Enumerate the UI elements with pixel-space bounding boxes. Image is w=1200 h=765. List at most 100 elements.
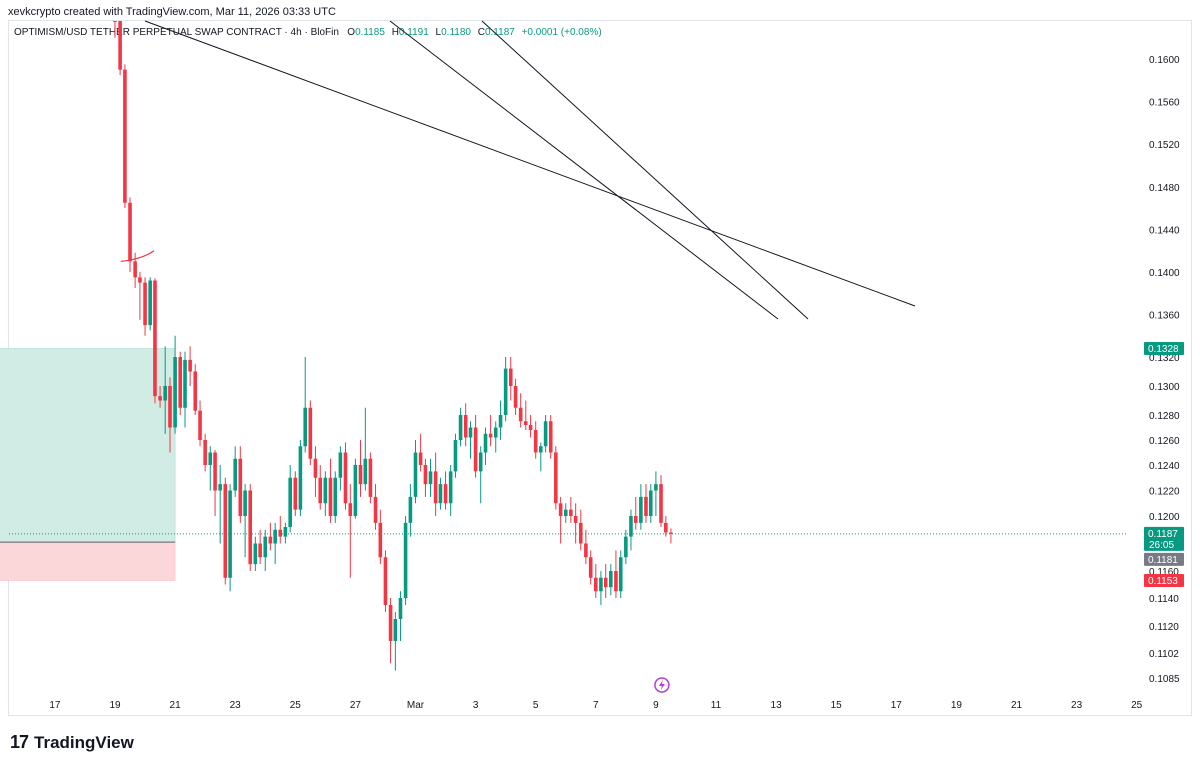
- candle-body-down: [318, 477, 323, 504]
- legend-exchange: BloFin: [310, 27, 339, 38]
- x-tick-label: 11: [711, 700, 722, 711]
- y-tick-label: 0.1600: [1149, 55, 1180, 66]
- candle-body-up: [639, 496, 643, 523]
- y-tick-label: 0.1102: [1149, 649, 1179, 660]
- candle-body-down: [248, 490, 253, 565]
- candle-body-down: [664, 522, 668, 533]
- stop-loss-zone: [0, 541, 176, 581]
- y-tick-label: 0.1560: [1149, 98, 1180, 109]
- candle-body-down: [659, 484, 663, 523]
- candle-body-up: [363, 458, 368, 485]
- candle-body-down: [558, 503, 563, 516]
- candle-body-down: [554, 452, 558, 504]
- x-tick-label: 21: [170, 700, 182, 711]
- candle-body-down: [223, 484, 228, 578]
- y-tick-label: 0.1120: [1149, 622, 1179, 633]
- candle-body-down: [328, 477, 333, 516]
- candle-body-down: [388, 605, 393, 641]
- take-profit-price-label: 0.1328: [1148, 344, 1179, 355]
- candle-body-down: [423, 465, 428, 485]
- x-tick-label: 23: [1071, 700, 1083, 711]
- candle-body-down: [518, 407, 523, 422]
- candle-body-up: [148, 280, 152, 326]
- candle-body-up: [654, 484, 658, 491]
- candle-body-up: [218, 484, 222, 491]
- legend-close-value: 0.1187: [484, 27, 515, 38]
- candle-body-up: [173, 357, 177, 428]
- candle-body-up: [648, 490, 653, 516]
- legend-interval[interactable]: 4h: [290, 27, 302, 38]
- x-tick-label: 17: [49, 700, 61, 711]
- x-tick-label: 7: [593, 700, 599, 711]
- trendline: [144, 20, 916, 307]
- candle-body-down: [193, 371, 198, 411]
- candle-body-down: [238, 458, 243, 516]
- candle-body-down: [373, 496, 378, 523]
- candle-body-up: [539, 446, 543, 453]
- x-tick-label: 23: [230, 700, 242, 711]
- candle-body-down: [548, 421, 553, 453]
- candle-body-down: [128, 202, 132, 262]
- candle-body-down: [588, 557, 593, 578]
- candle-body-up: [413, 452, 418, 497]
- candle-body-up: [273, 529, 277, 544]
- legend-symbol[interactable]: OPTIMISM/USD TETHER PERPETUAL SWAP CONTR…: [14, 27, 282, 38]
- candle-body-down: [213, 452, 217, 491]
- last-price-price-label: 0.1187: [1148, 529, 1178, 540]
- y-tick-label: 0.1440: [1149, 225, 1180, 236]
- entry-badge: [1144, 552, 1184, 566]
- candle-body-up: [208, 452, 213, 465]
- candle-body-down: [513, 386, 518, 408]
- x-tick-label: 5: [533, 700, 539, 711]
- y-tick-label: 0.1400: [1149, 268, 1180, 279]
- y-tick-label: 0.1360: [1149, 311, 1180, 322]
- candle-body-down: [188, 359, 192, 372]
- y-tick-label: 0.1480: [1149, 183, 1180, 194]
- candle-body-up: [323, 477, 328, 504]
- x-tick-label: 21: [1011, 700, 1023, 711]
- y-tick-label: 0.1520: [1149, 140, 1180, 151]
- candle-body-down: [308, 407, 313, 459]
- x-tick-label: 25: [1131, 700, 1143, 711]
- trendline: [481, 20, 809, 320]
- legend-close-label: C: [477, 27, 485, 38]
- legend-high-label: H: [391, 27, 399, 38]
- candle-body-down: [133, 261, 137, 278]
- candle-body-up: [448, 471, 453, 504]
- candle-body-down: [138, 277, 142, 283]
- tradingview-logo-icon: 17: [10, 732, 29, 752]
- event-lightning-bolt: [658, 680, 665, 690]
- candle-body-down: [603, 577, 608, 588]
- legend-separator: ·: [304, 27, 308, 38]
- stop-loss-price-label: 0.1153: [1148, 576, 1178, 587]
- candle-body-down: [118, 21, 122, 70]
- candle-body-up: [498, 415, 503, 428]
- candle-body-down: [418, 452, 423, 465]
- candle-body-down: [633, 516, 638, 523]
- candle-body-down: [433, 471, 438, 504]
- candle-body-up: [503, 368, 508, 415]
- x-tick-label: 3: [473, 700, 479, 711]
- candle-body-up: [624, 536, 628, 558]
- y-tick-label: 0.1220: [1149, 487, 1180, 498]
- legend-open-label: O: [347, 27, 356, 38]
- y-tick-label: 0.1320: [1149, 353, 1180, 364]
- candle-body-down: [644, 496, 648, 516]
- y-tick-label: 0.1260: [1149, 436, 1180, 447]
- legend-open-value: 0.1185: [355, 27, 385, 38]
- candle-body-up: [599, 577, 603, 592]
- candle-body-down: [573, 516, 578, 523]
- candle-body-down: [443, 484, 448, 504]
- candle-body-up: [283, 527, 288, 537]
- legend-low-value: 0.1180: [441, 27, 471, 38]
- y-tick-label: 0.1140: [1149, 594, 1179, 605]
- tradingview-brand: 17 TradingView: [10, 732, 134, 753]
- candle-body-up: [478, 452, 483, 472]
- candle-body-up: [453, 440, 458, 472]
- candle-body-up: [298, 446, 303, 510]
- candle-body-up: [483, 433, 488, 453]
- y-tick-label: 0.1200: [1149, 512, 1180, 523]
- candle-body-up: [353, 465, 358, 516]
- trendline: [389, 20, 779, 320]
